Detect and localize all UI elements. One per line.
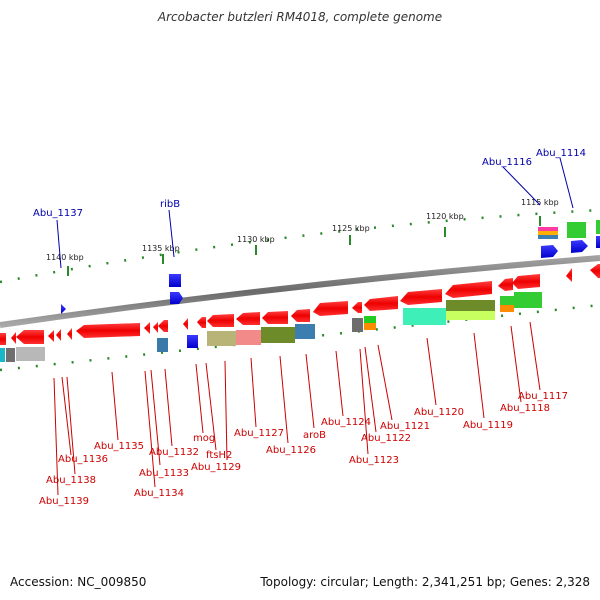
gene-arrow[interactable] [207,314,234,327]
gene-label-abu1137[interactable]: Abu_1137 [33,208,83,219]
genome-backbone [0,255,600,328]
bottom-labels: Abu_1135 Abu_1136 Abu_1138 Abu_1139 Abu_… [39,391,568,507]
gene-arrow[interactable] [262,311,288,324]
accession-label: Accession: NC_009850 [10,575,147,589]
feature-block[interactable] [236,330,261,345]
scale-label-1135: 1135 kbp [142,244,180,253]
feature-block[interactable] [500,305,514,312]
feature-block[interactable] [364,316,376,323]
gene-label-abu1127[interactable]: Abu_1127 [234,428,284,439]
feature-blocks [0,220,600,362]
gene-box[interactable] [596,236,600,248]
gene-label-abu1120[interactable]: Abu_1120 [414,407,464,418]
feature-block[interactable] [596,220,600,234]
top-leader-lines [56,157,574,269]
feature-block[interactable] [538,227,558,231]
gene-label-abu1126[interactable]: Abu_1126 [266,445,316,456]
gene-label-abu1139[interactable]: Abu_1139 [39,496,89,507]
gene-label-ftsh2[interactable]: ftsH2 [206,450,232,461]
gene-arrow[interactable] [291,309,310,322]
feature-block[interactable] [207,331,236,346]
topology-summary: Topology: circular; Length: 2,341,251 bp… [260,575,590,589]
feature-block[interactable] [261,327,295,343]
gene-label-abu1114[interactable]: Abu_1114 [536,148,586,159]
gene-arrow[interactable] [236,312,260,325]
gene-label-mog[interactable]: mog [193,433,215,444]
gene-arrow[interactable] [498,278,513,291]
gene-arrow[interactable] [313,301,348,316]
gene-label-abu1116[interactable]: Abu_1116 [482,157,532,168]
gene-arrow[interactable] [158,320,168,332]
feature-block[interactable] [567,222,586,238]
feature-block[interactable] [364,323,376,330]
feature-block[interactable] [446,311,495,320]
gene-label-abu1119[interactable]: Abu_1119 [463,420,513,431]
gene-label-abu1118[interactable]: Abu_1118 [500,403,550,414]
gene-label-arob[interactable]: aroB [303,430,326,441]
gene-arrow[interactable] [67,328,72,340]
feature-block[interactable] [514,292,542,308]
gene-arrow[interactable] [48,330,54,342]
gene-label-abu1117[interactable]: Abu_1117 [518,391,568,402]
gene-arrow[interactable] [56,329,61,341]
gene-label-abu1138[interactable]: Abu_1138 [46,475,96,486]
gene-arrow[interactable] [445,281,492,298]
gene-box[interactable] [169,274,181,287]
gene-label-abu1123[interactable]: Abu_1123 [349,455,399,466]
feature-block[interactable] [6,348,15,362]
scale-label-1140: 1140 kbp [46,253,84,262]
gene-label-abu1134[interactable]: Abu_1134 [134,488,184,499]
feature-block[interactable] [446,300,495,311]
feature-block[interactable] [500,296,514,305]
gene-label-abu1136[interactable]: Abu_1136 [58,454,108,465]
feature-block[interactable] [538,231,558,235]
gene-arrow[interactable] [400,289,442,305]
gene-arrow[interactable] [364,296,398,311]
gene-arrow[interactable] [76,323,140,338]
feature-block[interactable] [403,308,446,325]
feature-block[interactable] [295,324,315,339]
gene-arrow[interactable] [0,333,6,345]
feature-block[interactable] [157,338,168,352]
gene-label-ribb[interactable]: ribB [160,199,180,210]
feature-block[interactable] [16,347,45,361]
gene-arrow[interactable] [183,318,188,330]
gene-label-abu1135[interactable]: Abu_1135 [94,441,144,452]
gene-arrow[interactable] [590,264,600,278]
gene-label-abu1132[interactable]: Abu_1132 [149,447,199,458]
gene-arrow[interactable] [153,322,158,333]
feature-block[interactable] [0,348,5,362]
scale-label-1115: 1115 kbp [521,198,559,207]
gene-arrow[interactable] [144,322,150,334]
gene-label-abu1129[interactable]: Abu_1129 [191,462,241,473]
feature-block[interactable] [352,318,363,332]
gene-arrow[interactable] [16,330,44,344]
gene-arrow[interactable] [571,240,588,253]
forward-strand-genes [61,236,600,348]
gene-label-abu1124[interactable]: Abu_1124 [321,417,371,428]
map-title: Arcobacter butzleri RM4018, complete gen… [157,10,443,24]
gene-arrow[interactable] [61,304,66,314]
gene-arrow[interactable] [541,245,558,258]
gene-arrow[interactable] [352,302,362,313]
bottom-leader-lines [53,321,541,496]
gene-box[interactable] [187,335,198,348]
scale-label-1125: 1125 kbp [332,224,370,233]
gene-arrow[interactable] [197,317,206,328]
feature-block[interactable] [538,235,558,239]
gene-arrow[interactable] [11,332,16,344]
reverse-strand-genes [0,264,600,345]
scale-label-1130: 1130 kbp [237,235,275,244]
scale-ruler-upper [0,208,600,284]
gene-label-abu1133[interactable]: Abu_1133 [139,468,189,479]
scale-label-1120: 1120 kbp [426,212,464,221]
gene-label-abu1122[interactable]: Abu_1122 [361,433,411,444]
gene-arrow[interactable] [566,268,572,282]
gene-label-abu1121[interactable]: Abu_1121 [380,421,430,432]
gene-arrow[interactable] [170,292,183,304]
gene-arrow[interactable] [512,274,540,289]
